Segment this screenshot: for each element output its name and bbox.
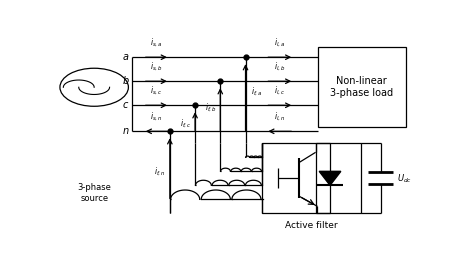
Text: $i_{l,n}$: $i_{l,n}$ (274, 111, 286, 123)
Text: $U_{dc}$: $U_{dc}$ (397, 172, 412, 185)
Text: $i_{s,n}$: $i_{s,n}$ (150, 111, 163, 123)
Text: $i_{f,a}$: $i_{f,a}$ (251, 86, 263, 98)
Text: $i_{s,c}$: $i_{s,c}$ (150, 85, 163, 97)
Bar (262, 143, 361, 213)
Bar (318, 47, 406, 127)
Text: 3-phase
source: 3-phase source (77, 183, 111, 203)
Text: $i_{f,c}$: $i_{f,c}$ (180, 118, 192, 131)
Text: b: b (122, 76, 128, 86)
Text: $i_{s,a}$: $i_{s,a}$ (150, 37, 163, 49)
Text: $i_{l,a}$: $i_{l,a}$ (274, 37, 286, 49)
Text: n: n (122, 126, 128, 136)
Text: $i_{l,b}$: $i_{l,b}$ (274, 61, 286, 73)
Text: $i_{s,b}$: $i_{s,b}$ (150, 61, 163, 73)
Text: a: a (122, 52, 128, 62)
Text: $i_{l,c}$: $i_{l,c}$ (274, 85, 286, 97)
Polygon shape (319, 171, 341, 185)
Text: $i_{f,n}$: $i_{f,n}$ (154, 166, 166, 178)
Text: c: c (123, 100, 128, 110)
Text: $i_{f,b}$: $i_{f,b}$ (205, 102, 217, 114)
Text: Active filter: Active filter (285, 222, 338, 230)
Text: Non-linear
3-phase load: Non-linear 3-phase load (330, 76, 393, 98)
